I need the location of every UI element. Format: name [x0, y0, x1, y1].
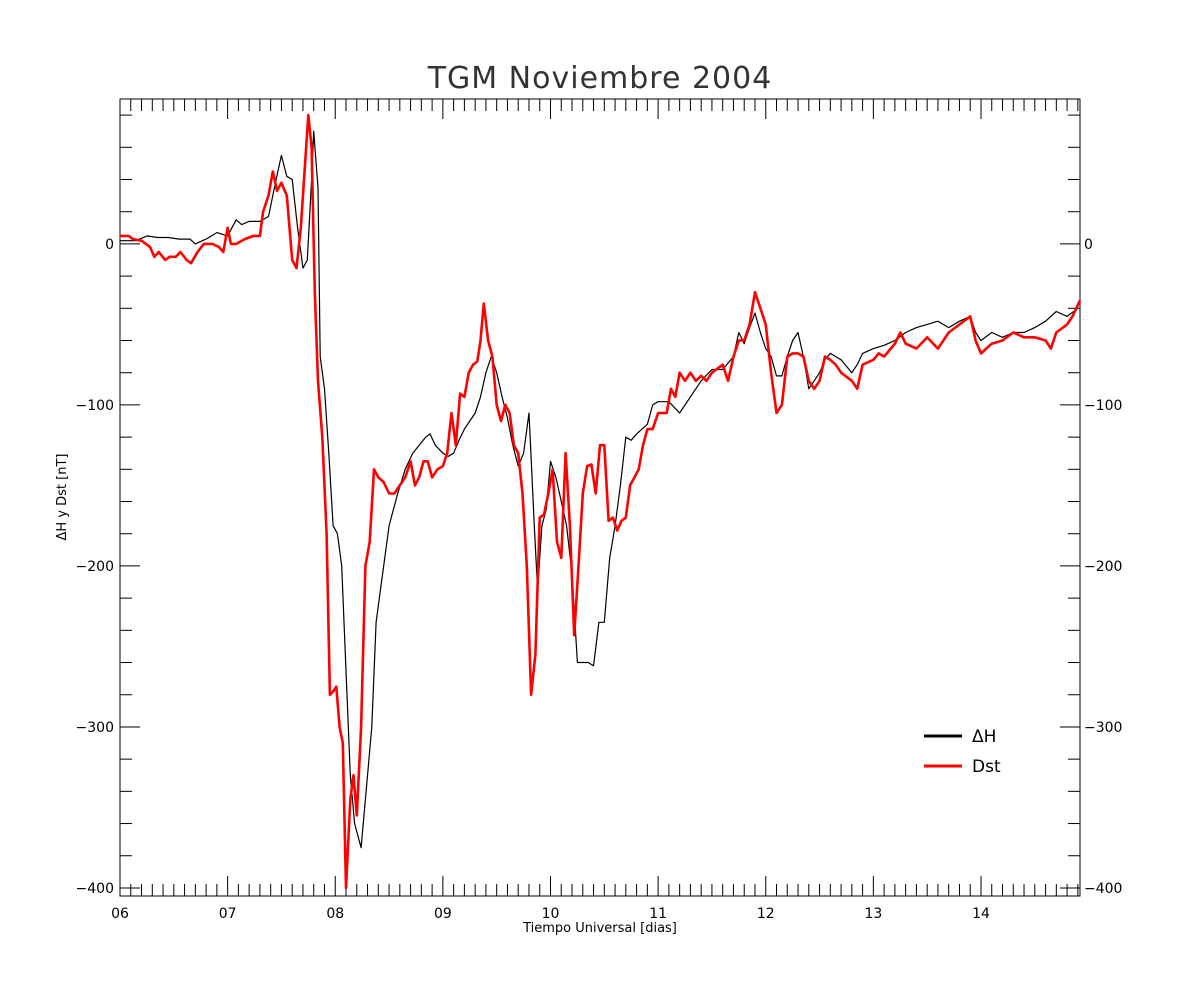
y-tick-label-left: −400: [76, 881, 114, 897]
x-tick-label: 12: [757, 906, 775, 922]
x-tick-label: 11: [649, 906, 667, 922]
x-axis-label: Tiempo Universal [dias]: [522, 921, 677, 936]
y-tick-label-left: −100: [76, 398, 114, 414]
legend: ΔH Dst: [924, 727, 1001, 777]
series-line-delta-h: [120, 130, 1079, 849]
y-tick-labels: 0 0 −100 −100 −200 −200 −300 −300 −400 −400: [76, 237, 1123, 897]
y-tick-label-left: 0: [105, 237, 114, 253]
y-tick-label-right: −300: [1084, 720, 1122, 736]
plot-frame: [119, 98, 1081, 897]
x-tick-label: 06: [111, 906, 129, 922]
y-tick-label-right: −200: [1084, 559, 1122, 575]
x-tick-label: 07: [219, 906, 237, 922]
x-tick-label: 14: [972, 906, 990, 922]
y-tick-label-right: −100: [1084, 398, 1122, 414]
series-line-dst: [120, 113, 1082, 890]
legend-label-dst: Dst: [972, 757, 1001, 777]
x-tick-label: 08: [326, 906, 344, 922]
y-tick-label-left: −300: [76, 720, 114, 736]
y-tick-label-right: −400: [1084, 881, 1122, 897]
y-axis-label: ΔH y Dst [nT]: [55, 454, 70, 541]
y-tick-label-left: −200: [76, 559, 114, 575]
y-tick-label-right: 0: [1084, 237, 1093, 253]
series-lines: [120, 113, 1082, 890]
minor-ticks: [119, 99, 1080, 896]
x-tick-label: 10: [542, 906, 560, 922]
legend-label-delta-h: ΔH: [972, 727, 996, 747]
x-tick-label: 13: [864, 906, 882, 922]
x-tick-label: 09: [434, 906, 452, 922]
chart-title: TGM Noviembre 2004: [427, 61, 773, 96]
x-tick-labels: 06 07 08 09 10 11 12 13 14: [111, 906, 990, 922]
